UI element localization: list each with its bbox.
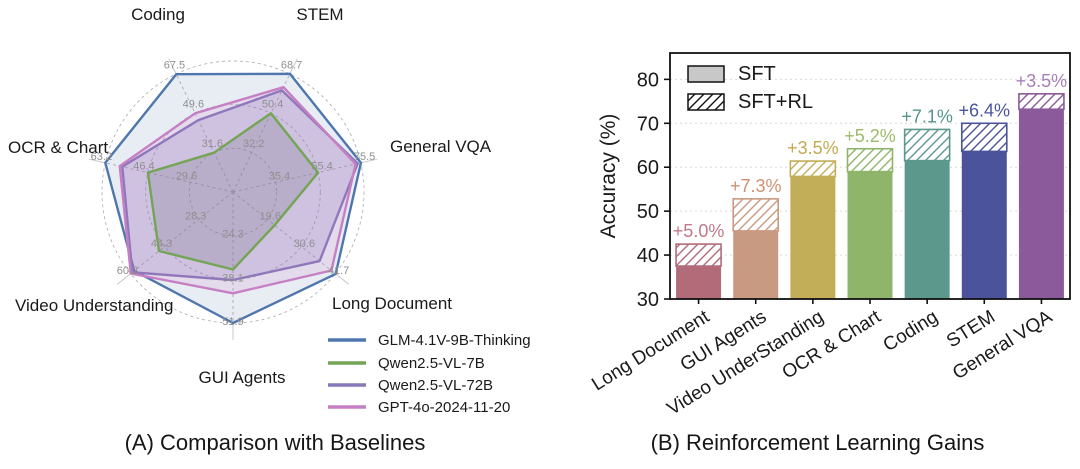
bar-plot-border bbox=[669, 52, 1071, 300]
bar-rl-gain-Long Document bbox=[675, 243, 722, 267]
radar-tick-label: 55.4 bbox=[311, 161, 332, 173]
bar-rl-gain-General VQA bbox=[1018, 93, 1065, 111]
radar-spoke-extension bbox=[88, 158, 106, 164]
radar-legend-label: GPT-4o-2024-11-20 bbox=[378, 399, 510, 416]
radar-spoke-extension bbox=[289, 58, 298, 75]
radar-spoke-extension bbox=[168, 58, 177, 75]
y-tick-label: 70 bbox=[637, 113, 659, 135]
radar-spoke-extension bbox=[335, 273, 350, 285]
y-axis-label: Accuracy (%) bbox=[597, 114, 620, 239]
radar-tick-label: 51.9 bbox=[222, 316, 243, 328]
radar-legend-label: Qwen2.5-VL-7B bbox=[378, 355, 485, 372]
bar-sft-General VQA bbox=[1018, 109, 1064, 299]
bar-rl-gain-OCR & Chart bbox=[846, 147, 894, 173]
bar-rl-gain-Coding bbox=[903, 128, 951, 162]
radar-axis-label: Long Document bbox=[332, 294, 452, 313]
radar-tick-label: 46.4 bbox=[133, 161, 154, 173]
radar-spoke bbox=[232, 73, 291, 193]
radar-tick-label: 35.4 bbox=[269, 170, 290, 182]
gain-label: +5.0% bbox=[673, 221, 725, 241]
radar-tick-label: 75.5 bbox=[354, 151, 375, 163]
bar-rl-gain-Video UnderStanding bbox=[789, 160, 837, 178]
radar-ring bbox=[145, 104, 321, 280]
bar-sft-OCR & Chart bbox=[847, 171, 893, 299]
radar-tick-label: 29.6 bbox=[176, 170, 197, 182]
gain-label: +6.4% bbox=[959, 100, 1011, 120]
y-tick-label: 50 bbox=[637, 201, 659, 223]
radar-tick-label: 41.7 bbox=[328, 265, 349, 277]
radar-legend-label: GLM-4.1V-9B-Thinking bbox=[378, 332, 531, 349]
y-tick-label: 60 bbox=[637, 157, 659, 179]
caption-panel-a: (A) Comparison with Baselines bbox=[124, 430, 426, 455]
radar-spoke bbox=[232, 191, 336, 275]
y-tick-label: 40 bbox=[637, 245, 659, 267]
radar-tick-label: 49.6 bbox=[183, 99, 204, 111]
radar-legend-label: Qwen2.5-VL-72B bbox=[378, 377, 493, 394]
radar-spoke bbox=[105, 162, 234, 193]
radar-tick-label: 50.4 bbox=[262, 99, 283, 111]
x-tick-label: Coding bbox=[880, 306, 942, 356]
radar-tick-label: 44.3 bbox=[151, 238, 172, 250]
legend-sftrl-swatch bbox=[687, 93, 725, 111]
radar-tick-label: 38.1 bbox=[222, 272, 243, 284]
radar-axis-label: OCR & Chart bbox=[8, 138, 108, 157]
caption-panel-b: (B) Reinforcement Learning Gains bbox=[650, 430, 985, 455]
bar-sft-STEM bbox=[961, 151, 1007, 299]
y-tick-label: 80 bbox=[637, 69, 659, 91]
radar-tick-label: 60.2 bbox=[117, 265, 138, 277]
radar-series-Qwen2.5-VL-7B bbox=[146, 112, 320, 271]
bar-sft-Long Document bbox=[676, 266, 722, 299]
radar-axis-label: GUI Agents bbox=[199, 368, 286, 387]
radar-spoke bbox=[175, 73, 234, 193]
radar-tick-label: 24.3 bbox=[222, 229, 243, 241]
bar-rl-gain-STEM bbox=[960, 122, 1008, 153]
legend-sft-label: SFT bbox=[738, 63, 776, 85]
bar-sft-Coding bbox=[904, 160, 950, 299]
radar-tick-label: 32.2 bbox=[243, 138, 264, 150]
gain-label: +7.3% bbox=[730, 176, 782, 196]
legend-sft-swatch bbox=[687, 65, 725, 83]
legend-sftrl-label: SFT+RL bbox=[738, 91, 813, 113]
y-tick-label: 30 bbox=[637, 289, 659, 311]
bar-chart: +5.0%Long Document+7.3%GUI Agents+3.5%Vi… bbox=[588, 52, 1071, 420]
radar-axis-label: Video Understanding bbox=[15, 296, 173, 315]
radar-spoke bbox=[130, 191, 234, 275]
radar-axis-label: STEM bbox=[296, 5, 343, 24]
radar-series-Qwen2.5-VL-72B bbox=[121, 89, 359, 282]
radar-chart: 31.6 49.6 67.5 32.2 50.4 68.7 35.4 55.4 75.5 19.6… bbox=[8, 5, 531, 416]
bar-sft-Video UnderStanding bbox=[790, 176, 836, 299]
radar-tick-label: 68.7 bbox=[281, 59, 302, 71]
gain-label: +3.5% bbox=[1016, 71, 1068, 91]
gain-label: +3.5% bbox=[787, 138, 839, 158]
radar-tick-label: 28.3 bbox=[185, 211, 206, 223]
radar-tick-label: 30.6 bbox=[294, 238, 315, 250]
radar-axis-label: Coding bbox=[131, 5, 185, 24]
radar-series-GLM-4.1V-9B-Thinking bbox=[104, 72, 363, 325]
radar-spoke-extension bbox=[360, 158, 378, 164]
x-tick-label: OCR & Chart bbox=[779, 306, 886, 383]
radar-tick-label: 19.6 bbox=[260, 211, 281, 223]
bar-rl-gain-GUI Agents bbox=[732, 198, 780, 232]
radar-tick-label: 31.6 bbox=[202, 138, 223, 150]
radar-spoke-extension bbox=[116, 273, 131, 285]
radar-tick-label: 63.2 bbox=[91, 151, 112, 163]
radar-tick-label: 67.5 bbox=[164, 59, 185, 71]
gain-label: +5.2% bbox=[844, 126, 896, 146]
radar-spoke bbox=[232, 162, 361, 193]
radar-axis-label: General VQA bbox=[390, 137, 492, 156]
radar-series-GPT-4o-2024-11-20 bbox=[118, 85, 357, 295]
gain-label: +7.1% bbox=[901, 106, 953, 126]
bar-sft-GUI Agents bbox=[733, 230, 779, 299]
